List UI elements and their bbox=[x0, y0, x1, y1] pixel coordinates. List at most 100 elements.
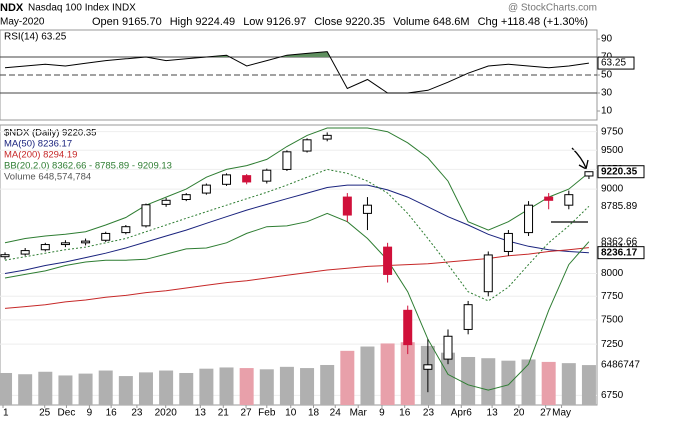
price-label: 8785.89 bbox=[601, 201, 638, 212]
header-stat: Low 9126.97 bbox=[243, 16, 306, 28]
rsi-value-box bbox=[597, 56, 635, 70]
x-tick-label: 2020 bbox=[155, 408, 178, 419]
volume-bar bbox=[541, 361, 556, 405]
volume-bar bbox=[18, 374, 33, 405]
indicator-line bbox=[4, 184, 589, 274]
candle-body bbox=[403, 309, 413, 346]
x-tick-label: 13 bbox=[487, 408, 499, 419]
x-tick-label: Feb bbox=[258, 408, 276, 419]
header-stat: Open 9165.70 bbox=[92, 16, 162, 28]
candle-body bbox=[342, 196, 352, 216]
price-label-box bbox=[597, 246, 645, 260]
header-stat: Volume 648.6M bbox=[393, 16, 469, 28]
indicator-line bbox=[4, 212, 590, 391]
candle-body bbox=[201, 184, 211, 194]
x-tick-label: 16 bbox=[106, 408, 118, 419]
y-tick-label: 9500 bbox=[601, 145, 624, 156]
y-tick-label: 7250 bbox=[601, 339, 624, 350]
candle-body bbox=[161, 199, 171, 205]
volume-bar bbox=[219, 367, 234, 405]
x-tick-label: 24 bbox=[330, 408, 342, 419]
x-tick-label: Apr6 bbox=[451, 408, 473, 419]
legend-entry: MA(50) 8236.17 bbox=[4, 139, 72, 150]
arrow-shaft bbox=[571, 147, 587, 169]
volume-bar bbox=[199, 368, 214, 405]
candle-body bbox=[222, 174, 232, 185]
volume-bar bbox=[380, 343, 395, 405]
volume-bar bbox=[38, 371, 53, 405]
candle-body bbox=[121, 226, 131, 234]
candle-body bbox=[0, 254, 10, 258]
y-tick-label: 7500 bbox=[601, 314, 624, 325]
x-tick-label: 21 bbox=[218, 408, 230, 419]
x-tick-label: May bbox=[552, 408, 571, 419]
indicator-line bbox=[4, 127, 590, 244]
volume-bar bbox=[501, 360, 516, 405]
rsi-tick-label: 30 bbox=[601, 88, 613, 99]
x-tick-label: 13 bbox=[195, 408, 207, 419]
legend-entry: BB(20,2.0) 8362.66 - 8785.89 - 9209.13 bbox=[4, 161, 172, 172]
candle-body bbox=[423, 364, 433, 370]
candle-body bbox=[242, 175, 252, 183]
volume-bar bbox=[521, 359, 536, 405]
rsi-tick-label: 90 bbox=[601, 34, 613, 45]
x-tick-label: 23 bbox=[131, 408, 143, 419]
candle-body bbox=[544, 196, 554, 201]
volume-bar bbox=[239, 368, 254, 405]
candle-body bbox=[443, 335, 453, 360]
candle-body bbox=[524, 204, 534, 234]
x-tick-label: 23 bbox=[423, 408, 435, 419]
rsi-overbought-fill bbox=[5, 51, 589, 57]
x-tick-label: 9 bbox=[379, 408, 385, 419]
volume-bar bbox=[360, 346, 375, 405]
volume-bar bbox=[400, 342, 415, 405]
price-label: 8362.66 bbox=[601, 236, 638, 247]
candle-body bbox=[101, 232, 111, 241]
candle-body bbox=[20, 250, 30, 255]
legend-entry: $NDX (Daily) 9220.35 bbox=[4, 128, 96, 139]
volume-bar bbox=[0, 372, 13, 405]
volume-bar bbox=[561, 363, 576, 405]
candle-body bbox=[262, 169, 272, 182]
volume-bar bbox=[179, 372, 194, 405]
x-tick-label: Mar bbox=[350, 408, 368, 419]
volume-bar bbox=[300, 368, 315, 405]
legend-entry: MA(200) 8294.19 bbox=[4, 150, 77, 161]
index-name: Nasdaq 100 Index INDX bbox=[28, 3, 136, 14]
candle-body bbox=[322, 134, 332, 140]
symbol: NDX bbox=[0, 2, 24, 14]
price-label: 8236.17 bbox=[601, 247, 638, 258]
y-tick-label: 8000 bbox=[601, 268, 624, 279]
price-label: 9220.35 bbox=[601, 166, 638, 177]
volume-axis-label: 6486747 bbox=[601, 360, 640, 371]
price-panel bbox=[0, 124, 598, 406]
candle-body bbox=[60, 242, 70, 246]
candle-body bbox=[282, 151, 292, 170]
volume-bar bbox=[58, 375, 73, 405]
rsi-tick-label: 10 bbox=[601, 106, 613, 117]
x-tick-label: 18 bbox=[308, 408, 320, 419]
volume-bar bbox=[279, 366, 294, 405]
x-tick-label: 1 bbox=[3, 408, 9, 419]
x-tick-label: 16 bbox=[399, 408, 411, 419]
rsi-value-label: 63.25 bbox=[601, 58, 626, 69]
volume-bar bbox=[78, 373, 93, 405]
x-tick-label: 9 bbox=[87, 408, 93, 419]
header-stat: High 9224.49 bbox=[170, 16, 235, 28]
y-tick-label: 9000 bbox=[601, 184, 624, 195]
candle-body bbox=[584, 171, 594, 177]
candle-body bbox=[564, 194, 574, 206]
x-tick-label: Dec bbox=[58, 408, 76, 419]
candle-body bbox=[362, 204, 372, 214]
candle-body bbox=[463, 304, 473, 330]
candle-body bbox=[503, 232, 513, 252]
header-stat: Chg +118.48 (+1.30%) bbox=[478, 16, 588, 28]
candle-body bbox=[483, 254, 493, 293]
y-tick-label: 9750 bbox=[601, 126, 624, 137]
rsi-line bbox=[4, 51, 589, 94]
chart-date: May-2020 bbox=[0, 17, 45, 28]
y-tick-label: 7750 bbox=[601, 291, 624, 302]
candle-body bbox=[40, 244, 50, 251]
watermark: @ StockCharts.com bbox=[508, 3, 597, 14]
volume-bar bbox=[461, 356, 476, 405]
